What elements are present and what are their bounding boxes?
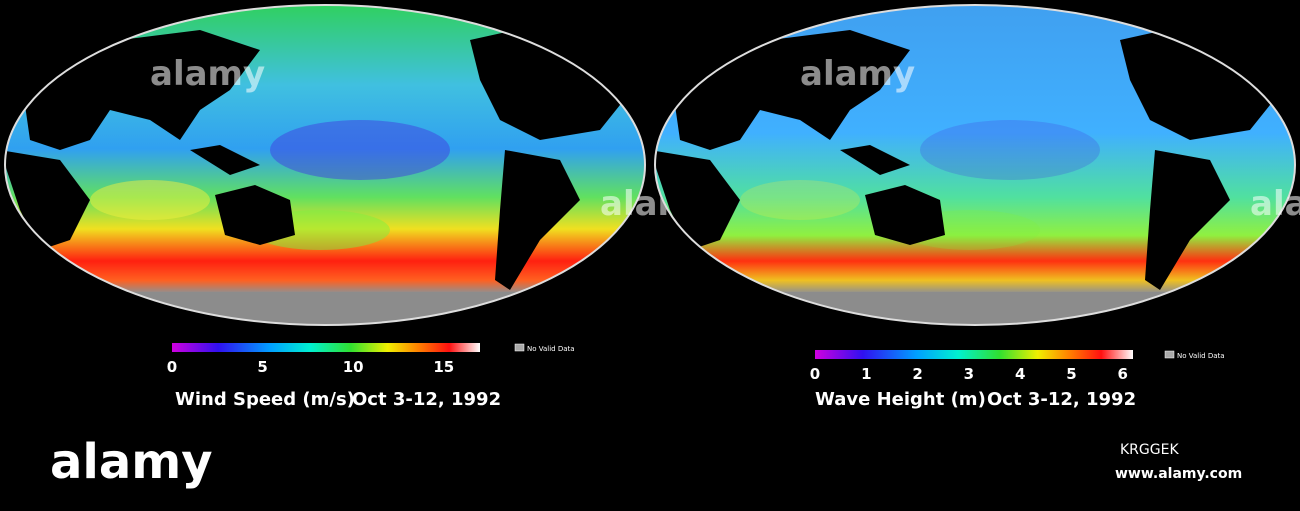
no-data-label: No Valid Data [527,345,575,353]
colorbar [172,343,480,352]
colorbar-tick-label: 2 [912,365,922,383]
colorbar-tick-label: 6 [1118,365,1128,383]
url: www.alamy.com [1115,466,1242,482]
colorbar [815,350,1133,359]
watermark: alamy [150,54,265,94]
quantity-title: Wave Height (m) [815,389,986,410]
continent [865,185,945,245]
colorbar-tick-label: 0 [810,365,820,383]
colorbar-tick-label: 4 [1015,365,1025,383]
quantity-title: Wind Speed (m/s) [175,389,355,410]
logo: alamy [50,434,213,490]
watermark: alamy [800,54,915,94]
patch [270,120,450,180]
continent [215,185,295,245]
continent [655,150,740,250]
colorbar-tick-label: 5 [1066,365,1076,383]
no-data-swatch [514,343,525,352]
date-title: Oct 3-12, 1992 [352,389,501,410]
colorbar-tick-label: 3 [964,365,974,383]
map-outline [654,4,1296,326]
continent [495,150,580,290]
patch [90,180,210,220]
watermark: alamy [1250,184,1300,224]
no-data-label: No Valid Data [1177,352,1225,360]
continent [5,150,90,250]
colorbar-tick-label: 1 [861,365,871,383]
image-id: KRGGEK [1120,442,1179,458]
patch [920,120,1100,180]
colorbar-tick-label: 5 [257,358,267,376]
patch [740,180,860,220]
colorbar-tick-label: 10 [343,358,364,376]
continent [840,145,910,175]
map-outline [4,4,646,326]
continent [190,145,260,175]
colorbar-tick-label: 0 [167,358,177,376]
map-panel: alamy alamy 0 1 2 3 4 5 6 No Valid Data Wave Heigh… [654,4,1300,410]
date-title: Oct 3-12, 1992 [987,389,1136,410]
continent [1145,150,1230,290]
colorbar-tick-label: 15 [433,358,454,376]
no-data-swatch [1164,350,1175,359]
